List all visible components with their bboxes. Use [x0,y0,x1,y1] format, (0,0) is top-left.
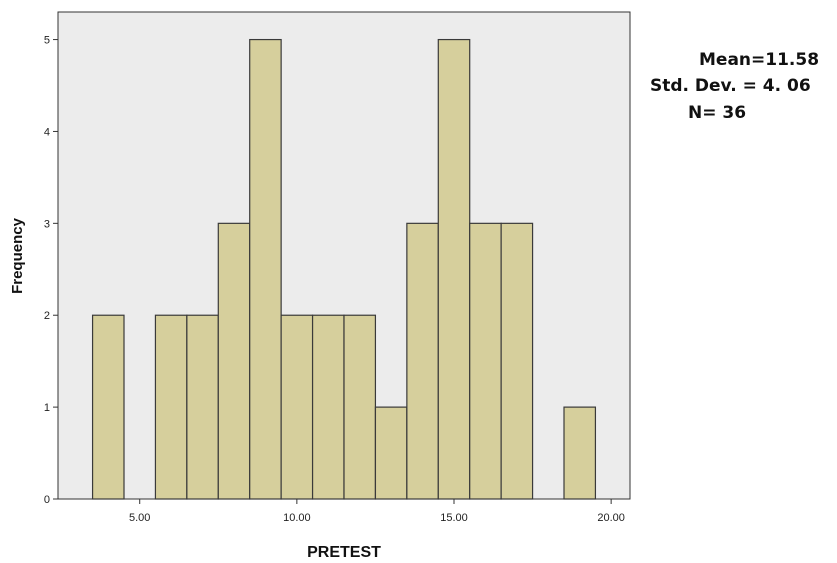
stat-mean: Mean=11.58 [699,50,820,70]
x-tick-label: 15.00 [440,512,468,524]
stat-std-dev: Std. Dev. = 4. 06 [650,76,811,96]
histogram-bar [406,222,439,500]
histogram-bar [343,314,377,500]
histogram-bar [217,222,251,500]
stat-n: N= 36 [688,103,747,123]
y-tick-label: 3 [44,218,50,230]
x-tick-label: 10.00 [283,512,311,524]
histogram-bar [91,314,125,500]
bars-group [91,38,597,500]
y-axis-ticks: 0 1 2 3 4 5 [44,35,58,506]
histogram-bar [280,314,314,500]
histogram-bar [311,314,345,500]
x-axis-ticks: 5.00 10.00 15.00 20.00 [129,499,625,524]
x-axis-label: PRETEST [307,544,381,561]
x-tick-label: 20.00 [597,512,625,524]
y-tick-label: 0 [44,494,50,506]
y-axis-label: Frequency [9,217,26,294]
histogram-bar [500,222,534,500]
histogram-bar [469,222,502,500]
y-tick-label: 4 [44,126,50,138]
y-tick-label: 1 [44,402,50,414]
histogram-bar [374,406,408,500]
y-tick-label: 2 [44,310,50,322]
y-tick-label: 5 [44,35,50,47]
histogram-bar [563,406,597,500]
histogram-bar [249,38,282,500]
histogram-bar [186,314,219,500]
x-tick-label: 5.00 [129,512,150,524]
histogram-bar [154,314,188,500]
histogram-bar [437,38,471,500]
